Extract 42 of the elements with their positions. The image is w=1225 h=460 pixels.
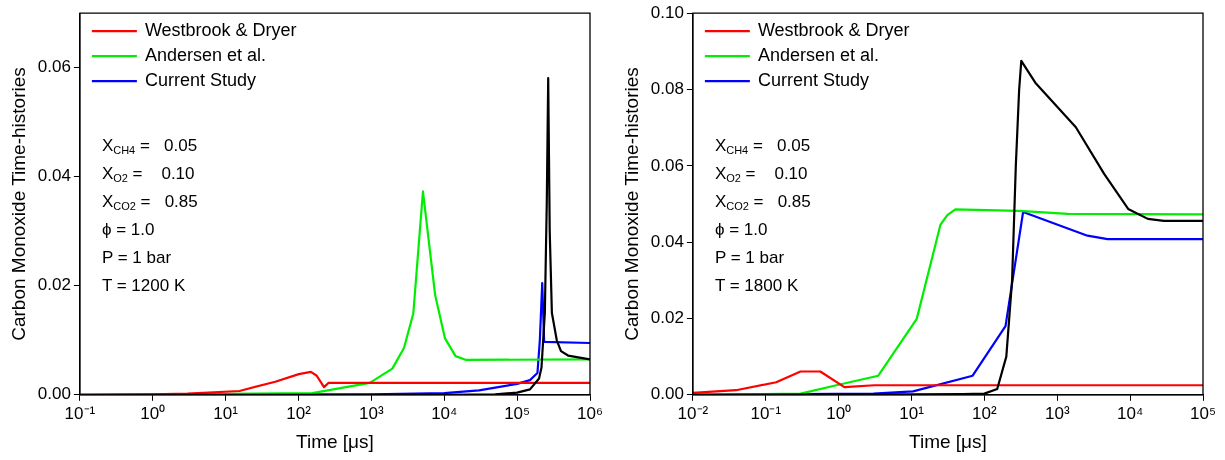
x-tick-label: 10⁰ — [140, 403, 166, 423]
x-tick-label: 10⁵ — [1190, 403, 1216, 423]
x-tick-label: 10⁻² — [677, 403, 709, 423]
x-tick-label: 10⁵ — [504, 403, 531, 423]
y-tick-label: 0.06 — [650, 155, 684, 175]
annotation: ϕ = 1.0 — [101, 219, 155, 239]
y-tick-label: 0.08 — [650, 79, 684, 99]
legend-label: Andersen et al. — [757, 45, 879, 66]
x-tick-label: 10¹ — [899, 403, 925, 423]
x-tick-label: 10¹ — [213, 403, 239, 423]
x-axis-title: Time [μs] — [296, 430, 374, 452]
x-tick-label: 10⁻¹ — [750, 403, 782, 423]
annotation: P = 1 bar — [714, 247, 785, 267]
x-tick-label: 10⁴ — [1117, 403, 1144, 423]
y-tick-label: 0.10 — [650, 2, 684, 22]
y-tick-label: 0.04 — [37, 166, 71, 186]
x-tick-label: 10⁴ — [431, 403, 458, 423]
x-tick-label: 10⁶ — [577, 403, 603, 423]
x-axis-title: Time [μs] — [909, 430, 987, 452]
x-tick-label: 10² — [286, 403, 312, 423]
y-tick-label: 0.02 — [37, 275, 71, 295]
x-tick-label: 10⁻¹ — [64, 403, 96, 423]
x-tick-label: 10⁰ — [826, 403, 852, 423]
legend-label: Current Study — [144, 70, 256, 91]
legend-label: Andersen et al. — [144, 45, 266, 66]
legend-label: Current Study — [757, 70, 869, 91]
x-tick-label: 10³ — [1044, 403, 1070, 423]
annotation: ϕ = 1.0 — [714, 219, 768, 239]
y-axis-title: Carbon Monoxide Time-histories — [620, 67, 642, 341]
y-tick-label: 0.00 — [650, 384, 684, 404]
x-tick-label: 10³ — [359, 403, 384, 423]
y-tick-label: 0.00 — [37, 384, 71, 404]
y-axis-title: Carbon Monoxide Time-histories — [7, 67, 29, 341]
x-tick-label: 10² — [972, 403, 997, 423]
annotation: T = 1200 K — [101, 275, 186, 295]
y-tick-label: 0.02 — [650, 308, 684, 328]
y-tick-label: 0.06 — [37, 57, 71, 77]
annotation: T = 1800 K — [714, 275, 799, 295]
legend-label: Westbrook & Dryer — [757, 20, 910, 41]
y-tick-label: 0.04 — [650, 231, 684, 251]
legend-label: Westbrook & Dryer — [144, 20, 297, 41]
annotation: P = 1 bar — [101, 247, 172, 267]
